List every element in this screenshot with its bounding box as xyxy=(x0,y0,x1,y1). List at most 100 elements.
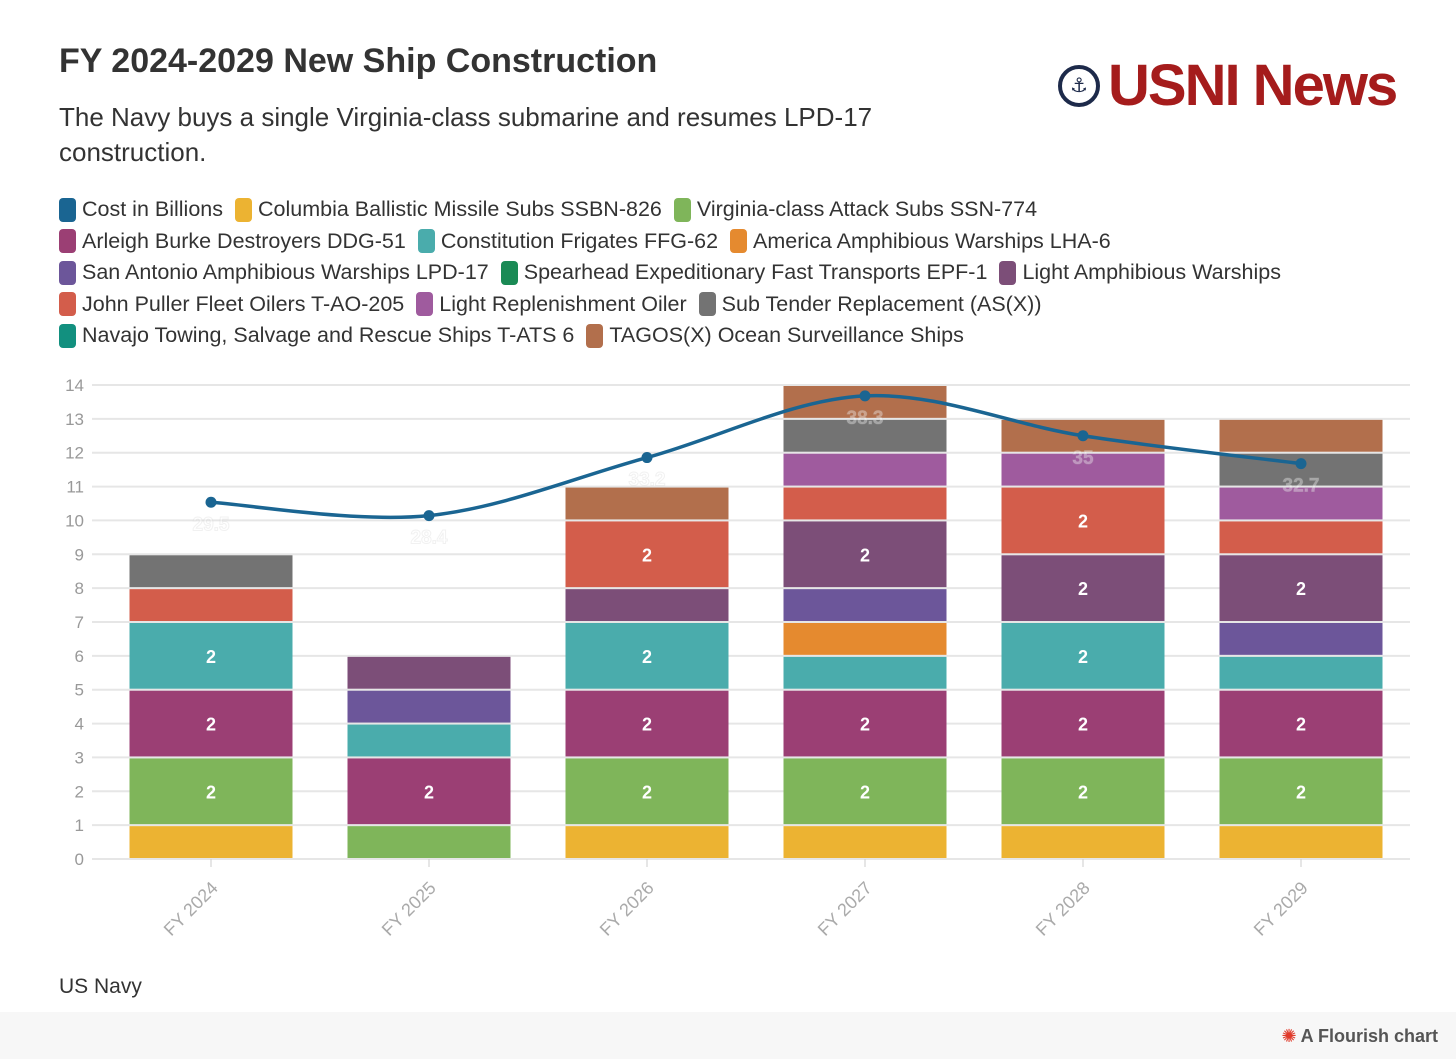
legend-swatch xyxy=(235,197,252,222)
bar-segment xyxy=(347,724,511,757)
legend-swatch xyxy=(59,323,76,348)
legend-label: Cost in Billions xyxy=(82,197,223,222)
legend-item[interactable]: Constitution Frigates FFG-62 xyxy=(417,229,718,254)
legend-swatch xyxy=(673,197,691,222)
usni-news-logo: ⚓ USNI News xyxy=(1058,52,1398,119)
legend-row: Cost in Billions Columbia Ballistic Missi… xyxy=(59,194,1359,226)
bar-segment xyxy=(565,690,729,757)
bar-segment xyxy=(1219,758,1383,825)
chart-title: FY 2024-2029 New Ship Construction xyxy=(59,42,658,80)
x-tick-label: FY 2029 xyxy=(1250,878,1312,940)
bar-segment xyxy=(565,521,729,588)
naval-institute-seal-icon: ⚓ xyxy=(1058,64,1100,107)
y-tick-label: 9 xyxy=(75,545,84,564)
bar-segment xyxy=(1001,555,1165,621)
legend-swatch xyxy=(500,260,518,285)
bar-segment xyxy=(565,758,729,825)
legend-item[interactable]: San Antonio Amphibious Warships LPD-17 xyxy=(59,260,489,285)
footer-bar xyxy=(0,1012,1456,1059)
legend-swatch xyxy=(730,229,748,254)
source-note: US Navy xyxy=(59,975,142,998)
bar-value-label: 2 xyxy=(642,715,652,735)
y-tick-label: 0 xyxy=(75,850,84,869)
y-tick-label: 5 xyxy=(75,681,84,700)
bar-value-label: 2 xyxy=(642,647,652,667)
bar-segment xyxy=(129,758,293,825)
y-tick-label: 3 xyxy=(75,748,84,767)
cost-point xyxy=(1077,430,1089,442)
bar-value-label: 2 xyxy=(1296,782,1306,802)
bar-segment xyxy=(129,623,293,689)
legend-item[interactable]: Spearhead Expeditionary Fast Transports … xyxy=(500,260,987,285)
legend-item[interactable]: Sub Tender Replacement (AS(X)) xyxy=(698,292,1042,317)
bar-segment xyxy=(1001,758,1165,825)
legend-item[interactable]: Virginia-class Attack Subs SSN-774 xyxy=(673,197,1037,222)
legend-row: Arleigh Burke Destroyers DDG-51 Constitut… xyxy=(59,226,1359,258)
legend-item[interactable]: Cost in Billions xyxy=(59,197,223,222)
legend-swatch xyxy=(586,323,604,348)
cost-line xyxy=(210,393,1302,520)
cost-value-label: 38.3 xyxy=(847,408,884,429)
bar-segment xyxy=(783,487,947,520)
legend-item[interactable]: Arleigh Burke Destroyers DDG-51 xyxy=(59,229,406,254)
bar-value-label: 2 xyxy=(860,715,870,735)
y-tick-label: 6 xyxy=(75,647,84,666)
bar-value-label: 2 xyxy=(1296,579,1306,599)
y-tick-label: 2 xyxy=(75,782,84,801)
bar-segment xyxy=(783,589,947,621)
bar-segment xyxy=(1001,826,1165,858)
y-tick-label: 10 xyxy=(65,511,84,530)
x-tick-label: FY 2027 xyxy=(814,878,876,940)
bar-value-label: 2 xyxy=(1296,715,1306,735)
bar-segment xyxy=(1219,521,1383,554)
y-tick-label: 1 xyxy=(75,816,84,835)
legend-label: Light Replenishment Oiler xyxy=(439,291,687,316)
legend-label: TAGOS(X) Ocean Surveillance Ships xyxy=(609,323,964,348)
legend-swatch xyxy=(417,229,435,254)
flourish-credit[interactable]: ✺ A Flourish chart xyxy=(1282,1026,1438,1047)
bar-segment xyxy=(783,521,947,588)
bar-value-label: 2 xyxy=(206,647,216,667)
legend-item[interactable]: Light Amphibious Warships xyxy=(999,260,1281,285)
legend-item[interactable]: Navajo Towing, Salvage and Rescue Ships … xyxy=(59,323,574,348)
legend-item[interactable]: Columbia Ballistic Missile Subs SSBN-826 xyxy=(235,197,662,222)
bar-segment xyxy=(565,826,729,858)
cost-point xyxy=(205,496,217,508)
legend-swatch xyxy=(59,292,76,317)
legend-item[interactable]: John Puller Fleet Oilers T-AO-205 xyxy=(59,292,404,317)
bar-segment xyxy=(1219,555,1383,621)
bar-segment xyxy=(129,555,293,588)
bar-segment xyxy=(1219,690,1383,757)
bar-segment xyxy=(129,826,293,858)
bar-segment xyxy=(783,623,947,655)
legend: Cost in Billions Columbia Ballistic Missi… xyxy=(59,194,1359,352)
legend-swatch xyxy=(59,260,76,285)
bar-value-label: 2 xyxy=(1078,579,1088,599)
cost-point xyxy=(859,390,871,402)
chart-subtitle: The Navy buys a single Virginia-class su… xyxy=(59,102,873,167)
bar-segment xyxy=(1001,623,1165,689)
legend-item[interactable]: America Amphibious Warships LHA-6 xyxy=(730,229,1111,254)
cost-point xyxy=(1295,458,1307,470)
legend-item[interactable]: Light Replenishment Oiler xyxy=(416,291,687,317)
legend-swatch xyxy=(698,292,716,317)
cost-value-label: 29.5 xyxy=(193,514,230,535)
bar-segment xyxy=(783,453,947,486)
bar-segment xyxy=(783,656,947,689)
y-tick-label: 11 xyxy=(66,478,84,497)
legend-label: America Amphibious Warships LHA-6 xyxy=(753,228,1111,253)
bar-segment xyxy=(347,656,511,689)
bar-value-label: 2 xyxy=(642,545,652,565)
flourish-credit-text: A Flourish chart xyxy=(1300,1026,1438,1046)
legend-swatch xyxy=(59,197,76,222)
y-tick-label: 13 xyxy=(65,410,84,429)
cost-value-label: 32.7 xyxy=(1283,476,1320,497)
y-tick-label: 14 xyxy=(65,376,84,395)
bar-value-label: 2 xyxy=(860,545,870,565)
bar-segment xyxy=(129,589,293,621)
legend-item[interactable]: TAGOS(X) Ocean Surveillance Ships xyxy=(586,323,964,348)
logo-text: USNI News xyxy=(1108,53,1398,118)
x-tick-label: FY 2024 xyxy=(160,878,222,940)
legend-swatch xyxy=(416,292,434,317)
legend-row: San Antonio Amphibious Warships LPD-17 Sp… xyxy=(59,257,1359,289)
